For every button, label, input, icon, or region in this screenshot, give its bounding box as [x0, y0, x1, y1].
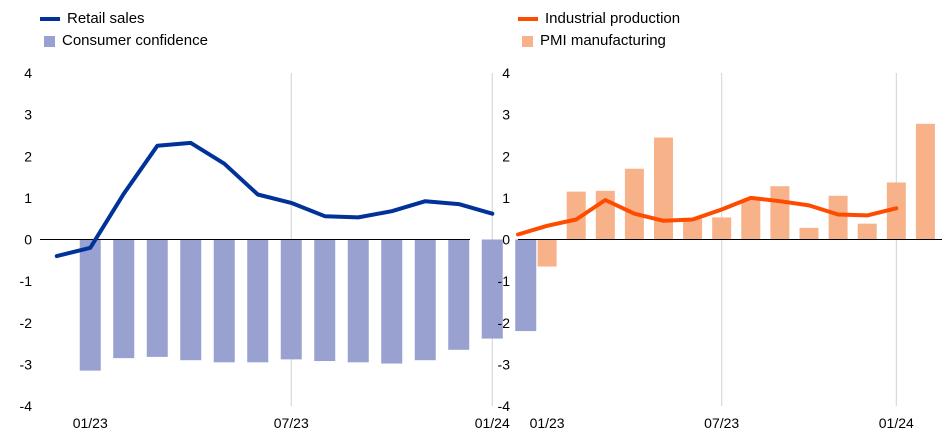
bar-pmi-manufacturing — [799, 227, 819, 240]
industrial-production-swatch — [518, 17, 538, 21]
bar-pmi-manufacturing — [683, 218, 703, 240]
y-tick-label: -1 — [20, 273, 33, 289]
y-tick-label: -4 — [498, 398, 511, 414]
bar-pmi-manufacturing — [741, 199, 761, 240]
y-tick-label: 2 — [24, 148, 32, 164]
bar-consumer-confidence — [515, 239, 537, 332]
bar-consumer-confidence — [314, 239, 336, 362]
y-tick-label: -3 — [20, 356, 33, 372]
bar-pmi-manufacturing — [624, 168, 644, 240]
legend-label-consumer-confidence: Consumer confidence — [62, 32, 208, 49]
y-tick-label: -4 — [20, 398, 33, 414]
bar-pmi-manufacturing — [915, 123, 935, 240]
x-tick-label: 07/23 — [704, 415, 739, 431]
legend-label-industrial-production: Industrial production — [545, 10, 681, 27]
bar-pmi-manufacturing — [886, 182, 906, 240]
bar-consumer-confidence — [481, 239, 503, 339]
bar-consumer-confidence — [213, 239, 235, 363]
x-tick-label: 01/23 — [73, 415, 108, 431]
bar-consumer-confidence — [146, 239, 168, 357]
bar-pmi-manufacturing — [654, 137, 673, 240]
legend-right: Industrial production PMI manufacturing — [518, 8, 680, 52]
bar-consumer-confidence — [381, 239, 403, 364]
line-retail-sales — [54, 140, 495, 259]
y-tick-label: 1 — [502, 190, 510, 206]
legend-label-pmi-manufacturing: PMI manufacturing — [540, 32, 666, 49]
y-tick-label: 2 — [502, 148, 510, 164]
y-tick-label: 3 — [502, 107, 510, 123]
bar-consumer-confidence — [247, 239, 269, 363]
legend-item-consumer-confidence: Consumer confidence — [40, 30, 208, 52]
bar-consumer-confidence — [79, 239, 101, 371]
bar-consumer-confidence — [280, 239, 302, 360]
pmi-manufacturing-swatch — [522, 35, 533, 47]
bar-pmi-manufacturing — [770, 186, 790, 240]
retail-sales-swatch — [40, 17, 60, 21]
bar-pmi-manufacturing — [857, 223, 877, 240]
bar-consumer-confidence — [113, 239, 135, 359]
y-tick-label: 4 — [502, 65, 510, 81]
y-tick-label: 3 — [24, 107, 32, 123]
bar-pmi-manufacturing — [537, 239, 557, 267]
y-tick-label: -3 — [498, 356, 511, 372]
y-tick-label: -2 — [498, 315, 511, 331]
x-tick-label: 07/23 — [274, 415, 309, 431]
legend-item-industrial-production: Industrial production — [518, 8, 680, 30]
y-tick-label: -2 — [20, 315, 33, 331]
x-tick-label: 01/24 — [475, 415, 510, 431]
x-tick-label: 01/24 — [879, 415, 914, 431]
bar-pmi-manufacturing — [712, 217, 732, 240]
legend-left: Retail sales Consumer confidence — [40, 8, 208, 52]
x-tick-label: 01/23 — [530, 415, 565, 431]
y-tick-label: 0 — [502, 232, 510, 248]
y-tick-label: 4 — [24, 65, 32, 81]
consumer-confidence-swatch — [44, 35, 55, 47]
legend-item-pmi-manufacturing: PMI manufacturing — [518, 30, 680, 52]
bar-pmi-manufacturing — [566, 191, 586, 240]
bar-consumer-confidence — [347, 239, 369, 363]
bar-pmi-manufacturing — [828, 195, 848, 240]
bar-consumer-confidence — [180, 239, 202, 361]
line-industrial-production — [516, 195, 899, 237]
legend-label-retail-sales: Retail sales — [67, 10, 145, 27]
y-tick-label: -1 — [498, 273, 511, 289]
legend-item-retail-sales: Retail sales — [40, 8, 208, 30]
y-tick-label: 0 — [24, 232, 32, 248]
y-tick-label: 1 — [24, 190, 32, 206]
bar-consumer-confidence — [448, 239, 470, 350]
bar-consumer-confidence — [414, 239, 436, 361]
